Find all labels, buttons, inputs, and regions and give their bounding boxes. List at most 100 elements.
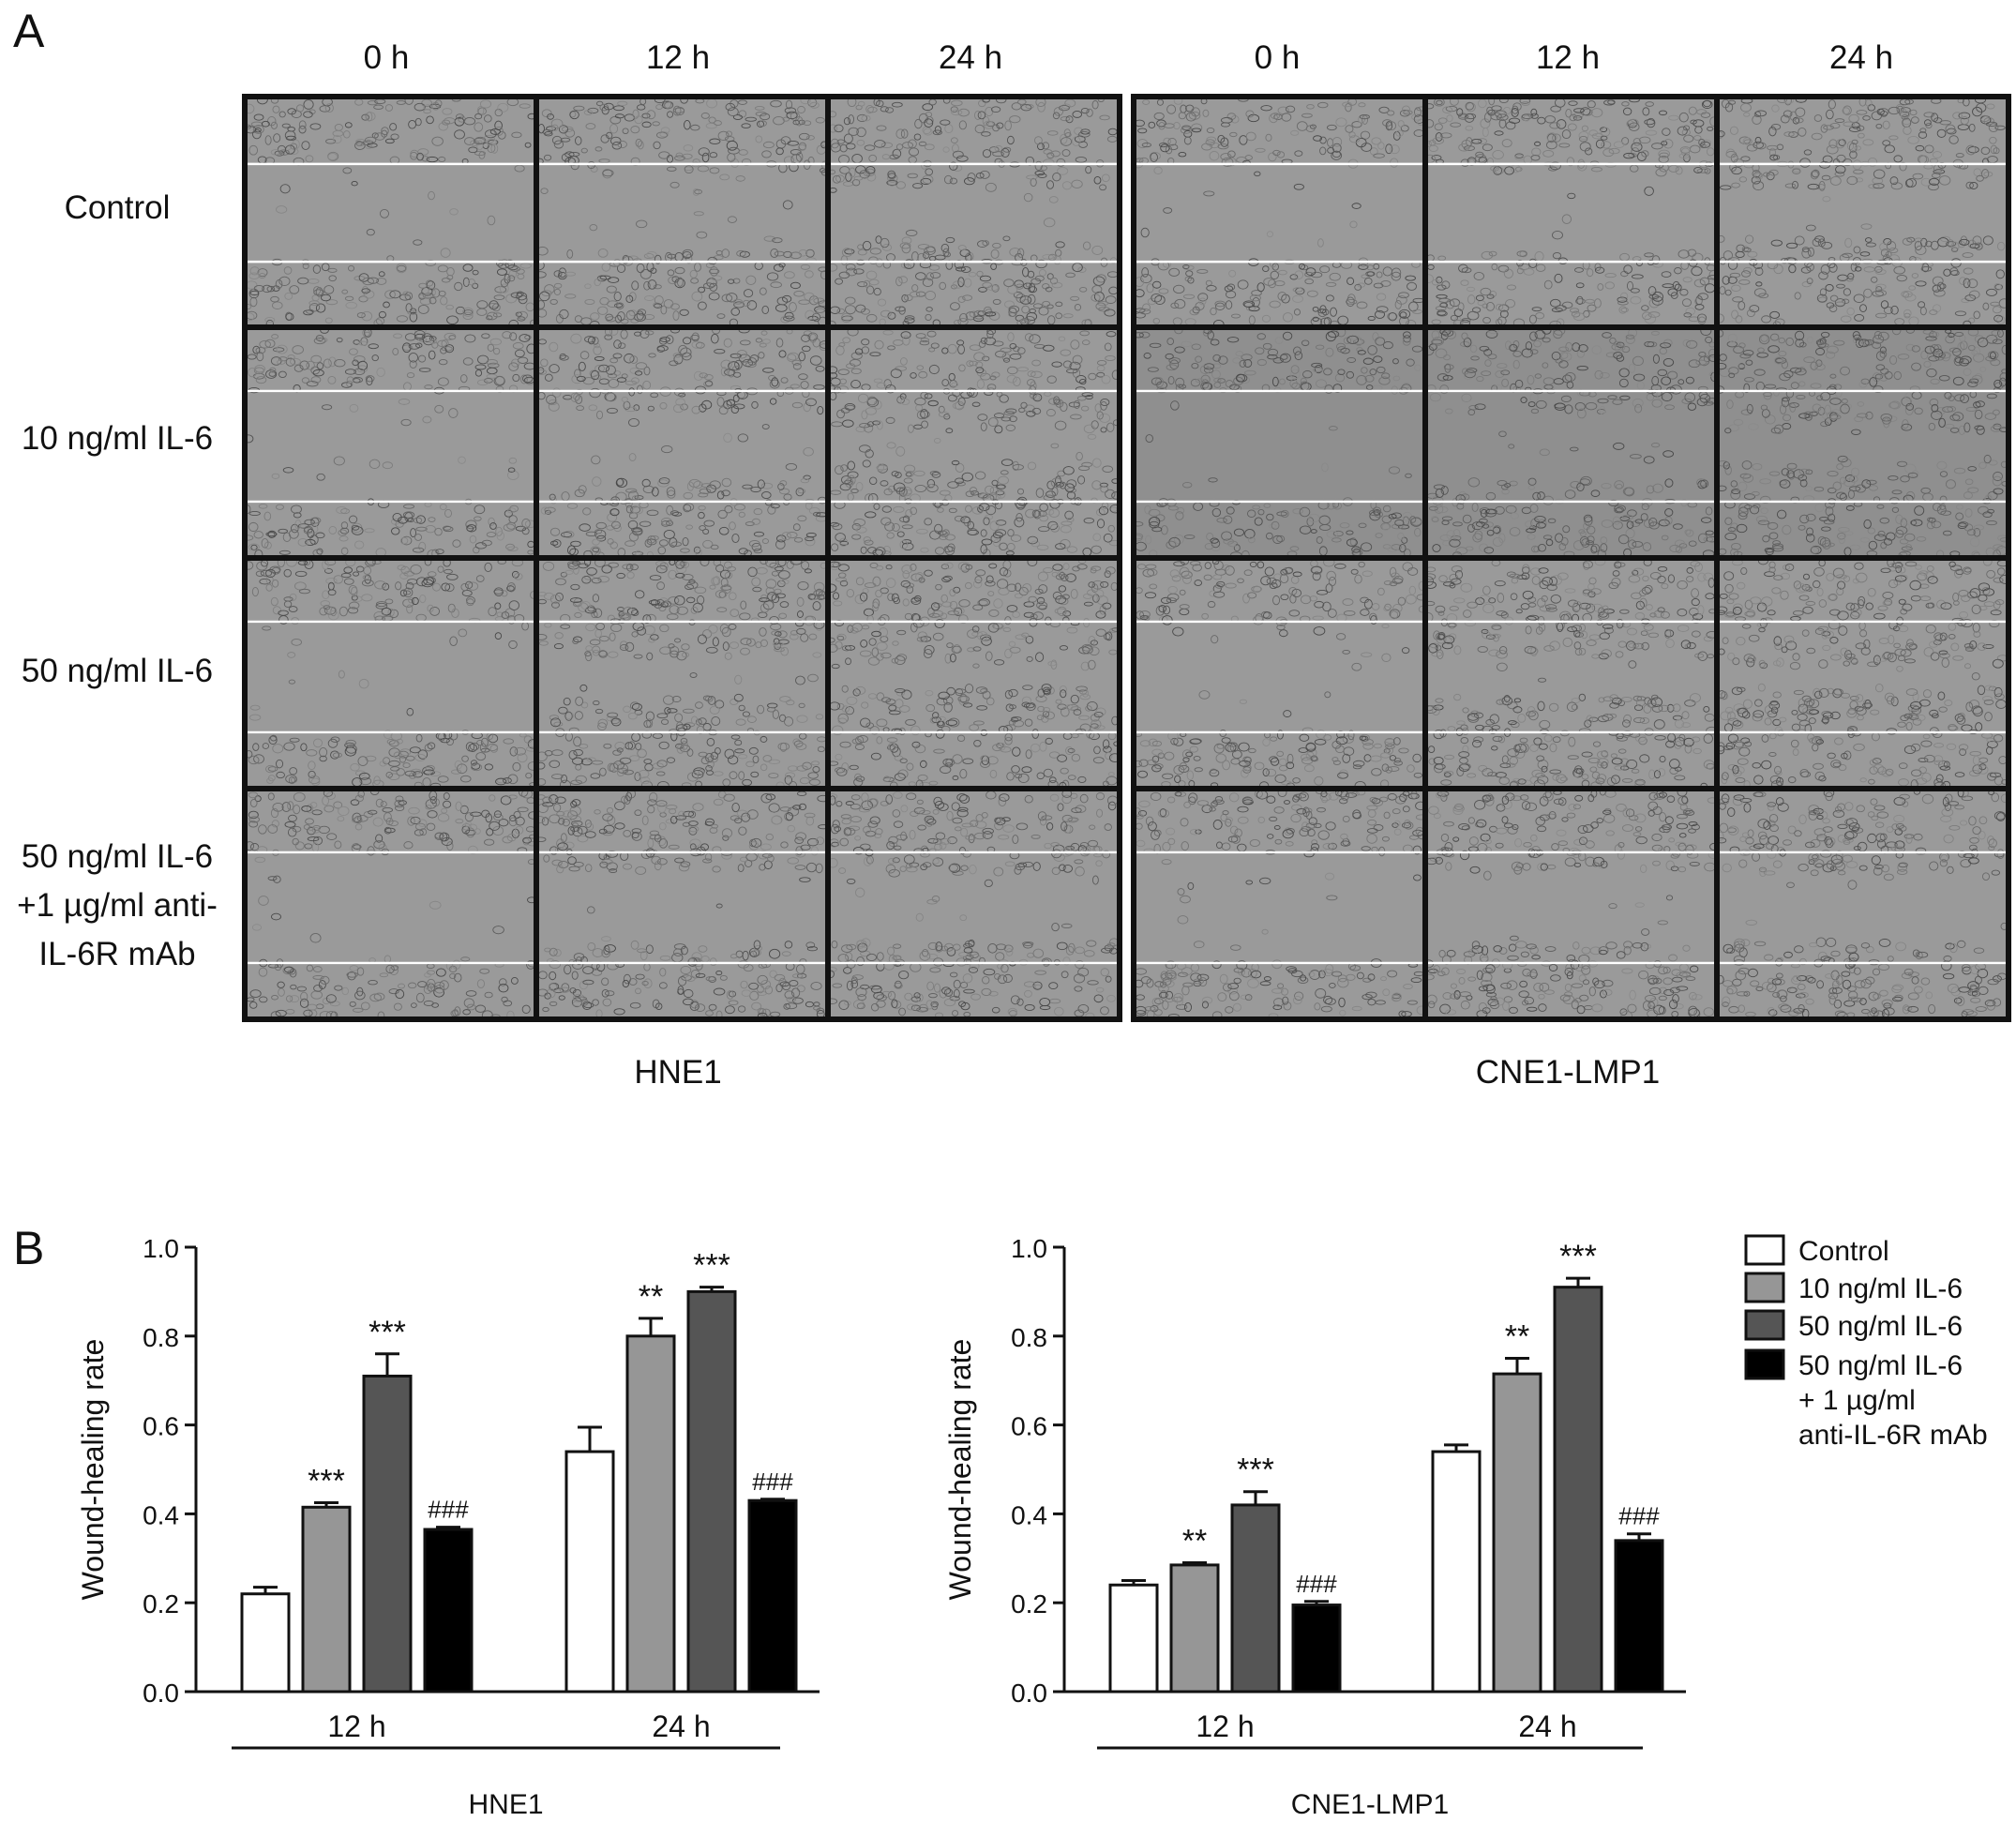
bar: [1553, 1286, 1603, 1694]
micrograph-tile: [1426, 790, 1716, 1018]
x-axis-label: CNE1-LMP1: [1291, 1789, 1449, 1820]
row-label: Control: [0, 184, 234, 233]
bar: [1291, 1604, 1342, 1694]
y-tick-label: 0.8: [143, 1323, 179, 1352]
y-tick-label: 0.0: [143, 1679, 179, 1708]
row-label: 50 ng/ml IL-6: [0, 647, 234, 696]
micrograph-tile: [829, 328, 1119, 557]
x-category-label: 24 h: [652, 1709, 710, 1743]
legend-label: 50 ng/ml IL-6: [1798, 1350, 1963, 1381]
micrograph-grid: [1131, 94, 2011, 1022]
micrograph-tile: [829, 559, 1119, 788]
row-label: 50 ng/ml IL-6 +1 µg/ml anti- IL-6R mAb: [0, 833, 234, 979]
x-axis-label: HNE1: [468, 1789, 543, 1820]
row-label-line: 10 ng/ml IL-6: [21, 420, 214, 457]
micrograph-tile: [1718, 559, 2008, 788]
legend-label: + 1 µg/ml: [1798, 1385, 1916, 1416]
row-label-line: IL-6R mAb: [38, 936, 196, 972]
legend-label: Control: [1798, 1236, 1889, 1267]
y-axis-label: Wound-healing rate: [943, 1339, 977, 1601]
row-label-line: 50 ng/ml IL-6: [21, 838, 214, 875]
bar: [564, 1450, 615, 1694]
panel-a-letter: A: [13, 5, 45, 57]
micrograph-tile: [246, 790, 535, 1018]
row-label: 10 ng/ml IL-6: [0, 414, 234, 463]
x-category-label: 12 h: [327, 1709, 385, 1743]
significance-label: **: [1505, 1319, 1529, 1355]
time-label: 24 h: [938, 39, 1003, 76]
bar: [1492, 1372, 1542, 1694]
significance-label: ###: [1618, 1502, 1660, 1530]
bar: [1169, 1563, 1220, 1694]
time-label: 12 h: [1535, 39, 1601, 76]
micrograph-tile: [246, 328, 535, 557]
y-tick-label: 0.0: [1011, 1679, 1047, 1708]
micrograph-tile: [1135, 328, 1424, 557]
bar: [1614, 1539, 1664, 1694]
row-label-line: +1 µg/ml anti-: [17, 887, 218, 924]
y-tick-label: 1.0: [143, 1234, 179, 1263]
y-axis-label: Wound-healing rate: [76, 1339, 110, 1601]
y-tick-label: 0.6: [1011, 1412, 1047, 1441]
y-tick-label: 1.0: [1011, 1234, 1047, 1263]
significance-label: **: [639, 1279, 663, 1315]
micrograph-tile: [246, 98, 535, 326]
micrograph-tile: [1135, 790, 1424, 1018]
micrograph-tile: [1718, 98, 2008, 326]
micrograph-tile: [1426, 559, 1716, 788]
panel-b-letter: B: [13, 1222, 45, 1274]
micrograph-tile: [537, 790, 827, 1018]
bar: [301, 1505, 352, 1694]
significance-label: **: [1182, 1524, 1207, 1559]
y-tick-label: 0.8: [1011, 1323, 1047, 1352]
legend-label: 10 ng/ml IL-6: [1798, 1273, 1963, 1304]
x-category-label: 12 h: [1196, 1709, 1254, 1743]
bar: [1431, 1450, 1482, 1694]
legend-swatch: [1744, 1272, 1785, 1303]
bar: [686, 1289, 737, 1694]
time-label: 12 h: [645, 39, 711, 76]
micrograph-tile: [829, 98, 1119, 326]
significance-label: ***: [693, 1248, 730, 1284]
legend-label: anti-IL-6R mAb: [1798, 1420, 1988, 1451]
y-tick-label: 0.4: [1011, 1500, 1047, 1529]
legend-swatch: [1744, 1309, 1785, 1341]
y-tick-label: 0.2: [1011, 1589, 1047, 1619]
micrograph-tile: [1718, 790, 2008, 1018]
micrograph-tile: [829, 790, 1119, 1018]
micrograph-tile: [537, 559, 827, 788]
micrograph-tile: [537, 328, 827, 557]
bar: [240, 1592, 291, 1694]
x-category-label: 24 h: [1518, 1709, 1576, 1743]
significance-label: ***: [369, 1315, 406, 1350]
time-label: 24 h: [1828, 39, 1894, 76]
micrograph-tile: [1135, 98, 1424, 326]
group-label: HNE1: [634, 1054, 722, 1091]
y-tick-label: 0.4: [143, 1500, 179, 1529]
row-label-line: 50 ng/ml IL-6: [21, 653, 214, 689]
bar: [423, 1528, 474, 1694]
micrograph-tile: [537, 98, 827, 326]
micrograph-tile: [246, 559, 535, 788]
micrograph-tile: [1135, 559, 1424, 788]
bar: [747, 1498, 798, 1694]
micrograph-tile: [1426, 328, 1716, 557]
legend-swatch: [1744, 1234, 1785, 1266]
significance-label: ***: [1559, 1239, 1597, 1274]
y-tick-label: 0.6: [143, 1412, 179, 1441]
micrograph-tile: [1426, 98, 1716, 326]
row-label-line: Control: [64, 189, 171, 226]
significance-label: ***: [1237, 1453, 1274, 1488]
y-tick-label: 0.2: [143, 1589, 179, 1619]
micrograph-tile: [1718, 328, 2008, 557]
bar: [1230, 1503, 1281, 1694]
legend-swatch: [1744, 1348, 1785, 1380]
bar: [1108, 1583, 1159, 1694]
legend-label: 50 ng/ml IL-6: [1798, 1311, 1963, 1342]
bar: [625, 1334, 676, 1694]
micrograph-grid: [242, 94, 1122, 1022]
time-label: 0 h: [363, 39, 410, 76]
group-label: CNE1-LMP1: [1475, 1054, 1661, 1091]
significance-label: ###: [428, 1496, 469, 1524]
